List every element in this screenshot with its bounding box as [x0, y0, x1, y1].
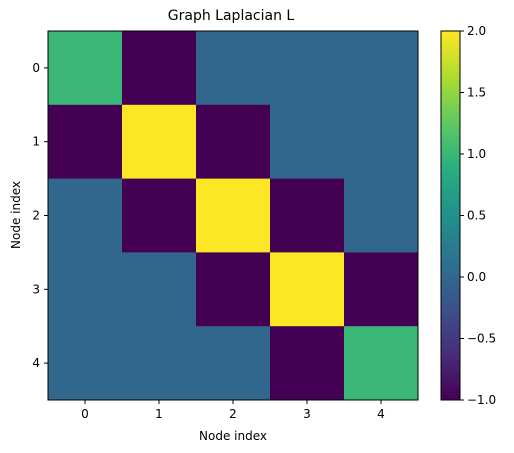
- y-axis-ticks: 0 1 2 3 4: [32, 61, 48, 370]
- heatmap-cell-0-3: [270, 31, 345, 106]
- colorbar-tick-label: 0.0: [467, 270, 486, 284]
- heatmap-cell-2-0: [48, 178, 123, 253]
- heatmap-cell-0-4: [344, 31, 419, 106]
- chart-title: Graph Laplacian L: [168, 8, 295, 24]
- heatmap-cell-1-4: [344, 104, 419, 180]
- heatmap-cell-0-0: [48, 31, 123, 106]
- colorbar-tick-label: 1.0: [467, 147, 486, 161]
- heatmap-cell-0-2: [196, 31, 271, 106]
- x-tick-label: 1: [155, 407, 163, 421]
- y-axis-label: Node index: [9, 181, 23, 249]
- heatmap-cells: [48, 31, 419, 401]
- heatmap-cell-1-2: [196, 104, 271, 180]
- y-tick-label: 3: [32, 282, 40, 296]
- heatmap-cell-4-4: [344, 326, 419, 401]
- heatmap-cell-2-4: [344, 178, 419, 253]
- heatmap-cell-4-3: [270, 326, 345, 401]
- colorbar-ticks: −1.0 −0.5 0.0 0.5 1.0 1.5 2.0: [460, 24, 496, 407]
- heatmap-cell-2-2: [196, 178, 271, 253]
- y-tick-label: 2: [32, 209, 40, 223]
- x-axis-label: Node index: [199, 429, 267, 443]
- x-axis-ticks: 0 1 2 3 4: [81, 400, 385, 421]
- heatmap-cell-3-0: [48, 252, 123, 327]
- heatmap-cell-4-1: [122, 326, 197, 401]
- heatmap-cell-3-3: [270, 252, 345, 327]
- heatmap-cell-1-3: [270, 104, 345, 180]
- heatmap-cell-4-0: [48, 326, 123, 401]
- y-tick-label: 1: [32, 135, 40, 149]
- heatmap-cell-3-2: [196, 252, 271, 327]
- heatmap-cell-3-1: [122, 252, 197, 327]
- heatmap-cell-1-1: [122, 104, 197, 180]
- heatmap-cell-4-2: [196, 326, 271, 401]
- heatmap-cell-2-1: [122, 178, 197, 253]
- x-tick-label: 2: [229, 407, 237, 421]
- heatmap-cell-2-3: [270, 178, 345, 253]
- colorbar-tick-label: −1.0: [467, 393, 496, 407]
- y-tick-label: 4: [32, 356, 40, 370]
- heatmap-cell-0-1: [122, 31, 197, 106]
- x-tick-label: 4: [377, 407, 385, 421]
- y-tick-label: 0: [32, 61, 40, 75]
- heatmap-cell-1-0: [48, 104, 123, 180]
- colorbar: [440, 30, 461, 401]
- colorbar-tick-label: 1.5: [467, 86, 486, 100]
- x-tick-label: 3: [303, 407, 311, 421]
- x-tick-label: 0: [81, 407, 89, 421]
- colorbar-tick-label: −0.5: [467, 332, 496, 346]
- colorbar-tick-label: 2.0: [467, 24, 486, 38]
- colorbar-tick-label: 0.5: [467, 209, 486, 223]
- heatmap-cell-3-4: [344, 252, 419, 327]
